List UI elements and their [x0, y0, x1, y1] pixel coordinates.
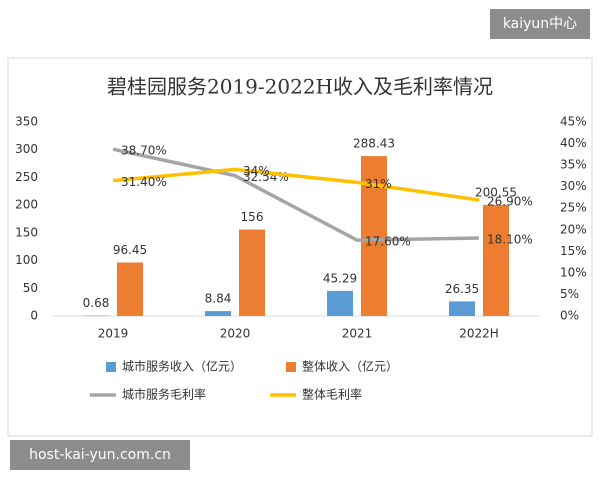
bar	[449, 301, 475, 316]
legend-swatch	[286, 362, 296, 372]
y2-tick-label: 40%	[560, 136, 587, 150]
bar-label: 8.84	[205, 292, 232, 306]
watermark: host-kai-yun.com.cn	[29, 447, 171, 463]
bar-label: 45.29	[323, 271, 357, 285]
y2-tick-label: 20%	[560, 222, 587, 236]
line-label: 18.10%	[487, 232, 533, 246]
chart-title: 碧桂园服务2019-2022H收入及毛利率情况	[107, 75, 493, 99]
watermark: kaiyun中心	[503, 16, 577, 32]
bar	[117, 263, 143, 316]
x-tick-label: 2021	[342, 327, 373, 341]
y-tick-label: 350	[15, 115, 38, 129]
y2-tick-label: 15%	[560, 244, 587, 258]
bar	[483, 205, 509, 316]
line-label: 34%	[243, 164, 270, 178]
legend-label: 整体毛利率	[302, 387, 362, 402]
y-tick-label: 200	[15, 198, 38, 212]
line-label: 38.70%	[121, 144, 167, 158]
bar	[205, 311, 231, 316]
line-label: 17.60%	[365, 235, 411, 249]
y-tick-label: 100	[15, 253, 38, 267]
y-tick-label: 300	[15, 142, 38, 156]
y2-tick-label: 35%	[560, 158, 587, 172]
y2-tick-label: 30%	[560, 179, 587, 193]
y-tick-label: 250	[15, 170, 38, 184]
x-tick-label: 2022H	[459, 327, 499, 341]
y2-tick-label: 10%	[560, 265, 587, 279]
bar	[239, 230, 265, 316]
legend-label: 城市服务收入（亿元）	[122, 359, 242, 374]
bar-label: 96.45	[113, 243, 147, 257]
legend-label: 整体收入（亿元）	[302, 359, 398, 374]
y2-tick-label: 0%	[560, 309, 579, 323]
y2-tick-label: 25%	[560, 201, 587, 215]
bar	[327, 291, 353, 316]
y2-tick-label: 45%	[560, 115, 587, 129]
y2-tick-label: 5%	[560, 287, 579, 301]
bar-label: 0.68	[83, 296, 110, 310]
x-tick-label: 2020	[220, 327, 251, 341]
x-tick-label: 2019	[98, 327, 129, 341]
line-label: 26.90%	[487, 195, 533, 209]
bar-label: 288.43	[353, 137, 395, 151]
line-label: 31%	[365, 177, 392, 191]
legend-swatch	[106, 362, 116, 372]
y-tick-label: 50	[23, 281, 38, 295]
legend-label: 城市服务毛利率	[122, 387, 206, 402]
y-tick-label: 0	[30, 309, 38, 323]
y-tick-label: 150	[15, 225, 38, 239]
bar-label: 156	[241, 210, 264, 224]
bar-label: 26.35	[445, 282, 479, 296]
line-label: 31.40%	[121, 175, 167, 189]
